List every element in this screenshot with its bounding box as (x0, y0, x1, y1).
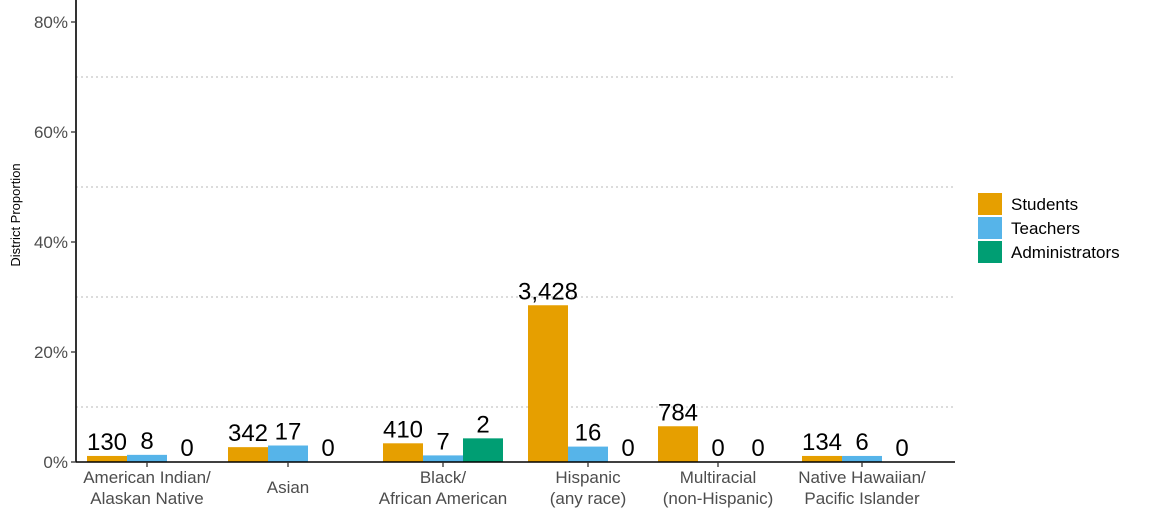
y-tick-label: 40% (34, 233, 68, 252)
y-tick-label: 80% (34, 13, 68, 32)
data-label-administrators: 0 (895, 435, 908, 462)
x-tick-label: Hispanic (any race) (550, 468, 627, 508)
x-tick-label-line: Pacific Islander (804, 489, 920, 508)
bar-teachers (268, 445, 308, 462)
x-tick-label-line: (any race) (550, 489, 627, 508)
y-tick-label: 20% (34, 343, 68, 362)
legend-swatch-students (978, 193, 1002, 215)
bar-students (383, 443, 423, 462)
bar-students (658, 426, 698, 462)
legend-swatch-teachers (978, 217, 1002, 239)
data-label-teachers: 0 (711, 435, 724, 462)
x-tick-label: Asian (267, 478, 310, 497)
data-label-teachers: 8 (140, 428, 153, 455)
data-label-students: 410 (383, 416, 423, 443)
bar-teachers (842, 455, 882, 462)
bar-teachers (127, 454, 167, 462)
x-tick-label: Multiracial (non-Hispanic) (663, 468, 774, 508)
x-tick-label-line: Hispanic (555, 468, 621, 487)
x-tick-label-line: Alaskan Native (90, 489, 203, 508)
x-tick-label-line: (non-Hispanic) (663, 489, 774, 508)
x-tick-label-line: Native Hawaiian/ (798, 468, 926, 487)
bars (87, 305, 882, 462)
axes (75, 0, 955, 463)
x-tick-label-line: African American (379, 489, 508, 508)
x-tick-label-line: Black/ (420, 468, 467, 487)
x-tick-label-line: Multiracial (680, 468, 757, 487)
legend-label-teachers: Teachers (1011, 219, 1080, 238)
bar-students (228, 447, 268, 462)
y-tick-label: 0% (43, 453, 68, 472)
x-tick-label: American Indian/Alaskan Native (83, 468, 211, 508)
data-label-students: 130 (87, 429, 127, 456)
bar-administrators (463, 438, 503, 462)
y-axis-title: District Proportion (8, 163, 23, 266)
legend-label-students: Students (1011, 195, 1078, 214)
x-axis-ticks: American Indian/Alaskan Native Asian Black… (83, 462, 926, 508)
y-axis-ticks: 0% 20% 40% 60% 80% (34, 13, 76, 472)
data-label-students: 3,428 (518, 278, 578, 305)
legend-swatch-administrators (978, 241, 1002, 263)
bar-students (87, 455, 127, 462)
data-label-students: 134 (802, 429, 842, 456)
x-tick-label-line: Asian (267, 478, 310, 497)
gridlines (76, 76, 955, 408)
x-tick-label: Black/African American (379, 468, 508, 508)
data-label-administrators: 0 (621, 435, 634, 462)
y-tick-label: 60% (34, 123, 68, 142)
data-label-students: 342 (228, 420, 268, 447)
data-label-students: 784 (658, 399, 698, 426)
data-label-administrators: 0 (321, 435, 334, 462)
data-label-teachers: 6 (855, 429, 868, 456)
data-label-teachers: 16 (575, 420, 602, 447)
x-tick-label: Native Hawaiian/Pacific Islander (798, 468, 926, 508)
data-label-administrators: 0 (751, 435, 764, 462)
bar-students (802, 455, 842, 462)
data-label-administrators: 0 (180, 435, 193, 462)
data-label-teachers: 7 (436, 428, 449, 455)
legend-label-administrators: Administrators (1011, 243, 1120, 262)
legend: Students Teachers Administrators (978, 193, 1120, 263)
data-label-administrators: 2 (476, 411, 489, 438)
bar-teachers (423, 455, 463, 462)
x-tick-label-line: American Indian/ (83, 468, 211, 487)
data-label-teachers: 17 (275, 419, 302, 446)
bar-students (528, 305, 568, 462)
bar-teachers (568, 446, 608, 462)
